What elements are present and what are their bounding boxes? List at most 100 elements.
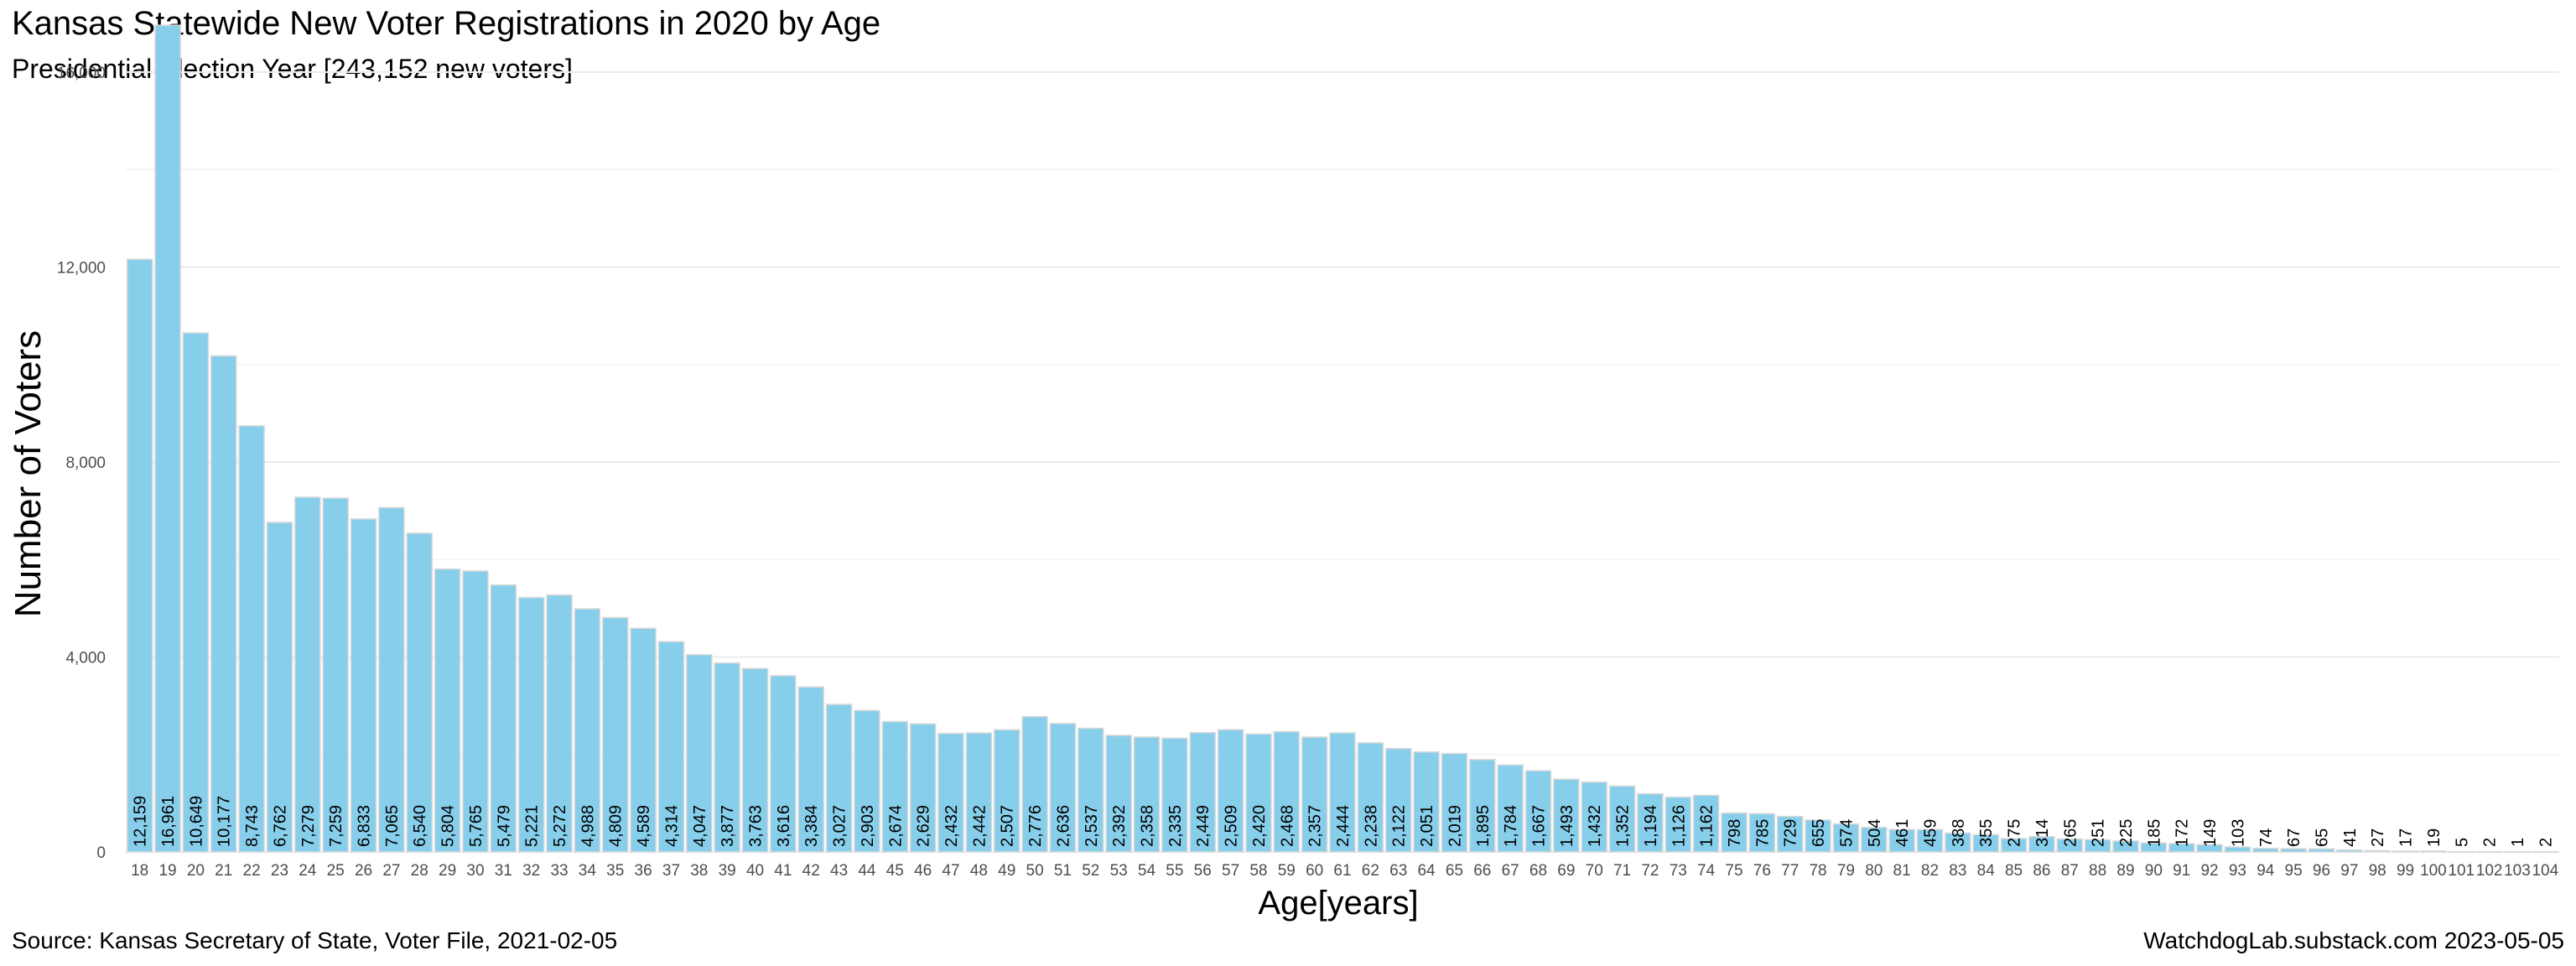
bar [2056, 838, 2084, 853]
x-tick-label: 19 [158, 862, 176, 880]
bar [854, 709, 880, 853]
x-tick-label: 23 [271, 862, 288, 880]
x-tick-label: 20 [187, 862, 205, 880]
bar [1916, 828, 1944, 853]
x-tick-label: 99 [2397, 862, 2414, 880]
bar [1832, 823, 1860, 853]
bar-value-label: 1,432 [1586, 805, 1604, 847]
bar-value-label: 5,765 [467, 805, 486, 847]
x-tick-label: 47 [942, 862, 959, 880]
bar-value-label: 4,314 [662, 805, 681, 847]
bar [2084, 839, 2111, 853]
bar [797, 686, 824, 853]
bar [881, 720, 909, 853]
bar-value-label: 65 [2313, 828, 2331, 847]
x-tick-label: 59 [1278, 862, 1296, 880]
bar-value-label: 1,126 [1670, 805, 1688, 847]
bar-value-label: 265 [2061, 819, 2080, 847]
x-tick-label: 62 [1362, 862, 1379, 880]
x-tick-label: 34 [579, 862, 597, 880]
bar [2364, 849, 2391, 853]
bar [266, 522, 293, 853]
bar [714, 662, 740, 853]
x-tick-label: 46 [914, 862, 932, 880]
bar-value-label: 225 [2117, 819, 2136, 847]
bar-value-label: 74 [2257, 828, 2276, 847]
bar-value-label: 7,279 [299, 805, 318, 847]
bar-value-label: 1,352 [1614, 805, 1633, 847]
x-tick-label: 74 [1697, 862, 1716, 880]
bar-value-label: 7,259 [327, 805, 345, 847]
x-tick-label: 84 [1977, 862, 1996, 880]
bar [1945, 832, 1971, 853]
bar-value-label: 10,649 [187, 796, 205, 847]
bar-value-label: 2 [2481, 838, 2500, 847]
x-tick-label: 57 [1222, 862, 1239, 880]
bar-value-label: 1 [2509, 838, 2527, 847]
bar [210, 355, 237, 853]
x-tick-label: 48 [970, 862, 988, 880]
bar-value-label: 2,636 [1054, 805, 1072, 847]
x-tick-label: 93 [2229, 862, 2246, 880]
bar [294, 496, 321, 853]
x-tick-label: 49 [998, 862, 1015, 880]
bar-value-label: 2,468 [1278, 805, 1296, 847]
x-tick-label: 102 [2476, 862, 2503, 880]
bar [1692, 794, 1720, 853]
x-axis-ticks: 18 19 20 21 22 23 24 25 26 27 28 29 30 31 32 33 34 35 36 37… [131, 862, 2558, 880]
bar [1217, 729, 1244, 853]
bar-value-label: 10,177 [216, 796, 234, 847]
x-tick-label: 90 [2145, 862, 2163, 880]
x-tick-label: 43 [830, 862, 848, 880]
x-tick-label: 37 [662, 862, 680, 880]
x-tick-label: 21 [215, 862, 232, 880]
bar [2308, 848, 2335, 853]
bar-value-label: 2,357 [1306, 805, 1325, 847]
bar-value-label: 27 [2369, 828, 2387, 847]
x-tick-label: 95 [2285, 862, 2303, 880]
x-tick-label: 76 [1753, 862, 1771, 880]
x-tick-label: 56 [1194, 862, 1212, 880]
bar-value-label: 2,051 [1418, 805, 1436, 847]
bar [406, 532, 434, 853]
x-tick-label: 64 [1417, 862, 1436, 880]
bar-value-label: 2,509 [1223, 805, 1241, 847]
bar-value-label: 4,988 [579, 805, 597, 847]
bar [965, 732, 993, 853]
x-tick-label: 78 [1809, 862, 1826, 880]
bar [993, 729, 1021, 853]
x-tick-label: 103 [2504, 862, 2531, 880]
x-tick-label: 31 [495, 862, 512, 880]
x-tick-label: 68 [1530, 862, 1547, 880]
x-tick-label: 81 [1893, 862, 1911, 880]
bar-value-label: 461 [1893, 819, 1912, 847]
bar-value-label: 5,272 [551, 805, 569, 847]
bar-value-label: 2 [2537, 838, 2555, 847]
x-tick-label: 98 [2369, 862, 2386, 880]
bar [1384, 747, 1412, 853]
bar-value-label: 4,589 [635, 805, 653, 847]
bar [1049, 723, 1077, 853]
bar-value-label: 251 [2090, 819, 2108, 847]
bar [350, 518, 377, 853]
bar [601, 616, 629, 853]
x-tick-label: 87 [2061, 862, 2079, 880]
x-tick-label: 25 [327, 862, 345, 880]
bar-value-label: 2,537 [1083, 805, 1101, 847]
bar [2196, 844, 2223, 853]
bar-value-label: 5,479 [495, 805, 513, 847]
bar [1805, 819, 1831, 853]
bar [1888, 828, 1915, 853]
bar-value-label: 388 [1950, 819, 1968, 847]
bar-value-label: 19 [2425, 828, 2444, 847]
bar-value-label: 3,027 [831, 805, 849, 847]
x-tick-label: 73 [1670, 862, 1687, 880]
bar-value-label: 2,903 [859, 805, 877, 847]
bar-value-label: 2,629 [915, 805, 933, 847]
x-axis-title: Age[years] [1258, 885, 1418, 922]
x-tick-label: 92 [2200, 862, 2218, 880]
x-tick-label: 38 [690, 862, 708, 880]
bar [434, 568, 461, 853]
bar [937, 732, 964, 853]
bar-value-label: 8,743 [243, 805, 262, 847]
